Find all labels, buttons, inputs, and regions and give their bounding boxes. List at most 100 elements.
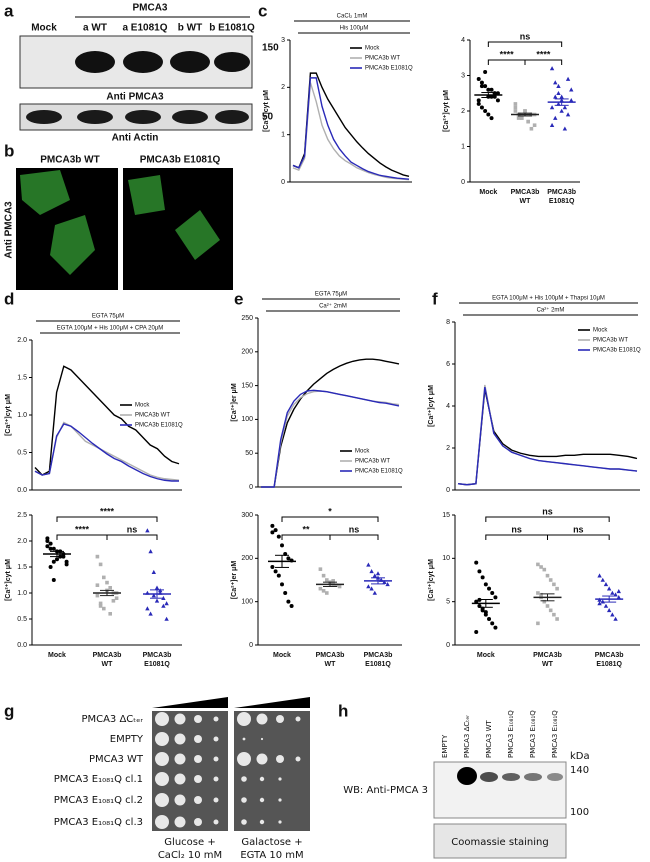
point [48,546,53,551]
point [476,77,481,82]
y-tick-label: 0 [446,642,450,649]
condition: CaCl₂ 10 mM [158,850,222,861]
legend-label: PMCA3b WT [135,413,170,419]
point [283,591,288,595]
point [474,630,479,634]
point [280,582,284,587]
legend-label: PMCA3b WT [593,338,628,344]
point [539,565,543,569]
y-tick-label: 1.0 [17,590,27,597]
spot [241,819,247,825]
y-tick-label: 2 [281,84,285,91]
row-label: PMCA3 WT [89,754,144,765]
x-tick-label: WT [325,661,337,668]
lane-label: b E1081Q [209,23,255,34]
data-line [292,77,410,180]
bands [26,110,249,124]
y-tick-label: 0 [446,487,450,494]
spot [174,773,186,785]
point [476,101,481,106]
panel-label: b [4,141,14,160]
y-tick-label: 1 [281,132,285,139]
spot [155,752,169,766]
point [542,599,547,604]
point [552,612,556,617]
spot [155,815,169,829]
spot [237,752,251,766]
point [148,611,153,616]
blot [433,761,567,819]
point [286,599,291,604]
point [385,582,390,587]
sig-label: ns [542,506,553,516]
point [536,591,540,595]
point [154,585,160,590]
point [489,87,494,92]
spot [155,712,169,726]
point [270,523,275,528]
y-tick-label: 1.0 [17,412,27,419]
legend-label: Mock [593,328,608,334]
point [603,582,609,587]
y-axis-label: [Ca²⁺]cyt μM [428,559,435,601]
point [337,584,342,589]
plate [234,711,310,831]
y-tick-label: 250 [241,315,253,322]
y-axis-label: [Ca²⁺]er μM [231,383,238,421]
data-line [457,389,638,486]
spot [259,797,265,803]
legend-label: PMCA3b WT [365,56,400,62]
point [539,592,543,597]
point [520,116,524,120]
legend-label: Mock [135,403,150,409]
x-tick-label: E1081Q [365,661,391,668]
point [375,571,381,576]
bands [75,51,250,73]
sig-label: **** [536,49,551,59]
point [102,575,106,580]
point [276,573,281,578]
spot [256,753,268,765]
treatment-label: EGTA 75μM [92,314,124,320]
point [161,603,166,608]
spot [241,797,247,803]
point [280,543,284,548]
condition: Glucose + [164,837,215,848]
lane-label: a E1081Q [122,23,167,34]
point [325,591,329,595]
data-line [261,358,400,488]
spot [174,733,186,745]
panel-label: h [338,701,348,720]
spot [242,737,246,741]
point [556,90,561,96]
point [164,616,169,621]
point [276,534,281,539]
y-tick-label: 0.5 [17,616,27,623]
sig-bracket [56,534,108,540]
point [553,115,558,120]
point [483,610,488,615]
point [95,593,100,598]
point [490,591,495,595]
dilution-wedge [152,697,228,708]
point [270,530,275,535]
y-tick-label: 2 [446,445,450,452]
point [318,586,323,591]
point [105,580,109,585]
cells [20,170,220,275]
point [483,582,488,587]
y-tick-label: 100 [241,599,253,606]
point [318,567,323,571]
point [479,84,484,89]
y-tick-label: 200 [241,555,253,562]
x-tick-label: PMCA3b [364,652,393,659]
panel-label: g [4,701,14,720]
point [372,573,377,578]
spot [155,772,169,786]
mw-marker: 50 [262,112,274,123]
condition: EGTA 10 mM [240,850,303,861]
spot [213,736,219,742]
data-line [34,423,179,482]
treatment-label: Ca²⁺ 2mM [537,307,565,314]
point [102,606,106,611]
